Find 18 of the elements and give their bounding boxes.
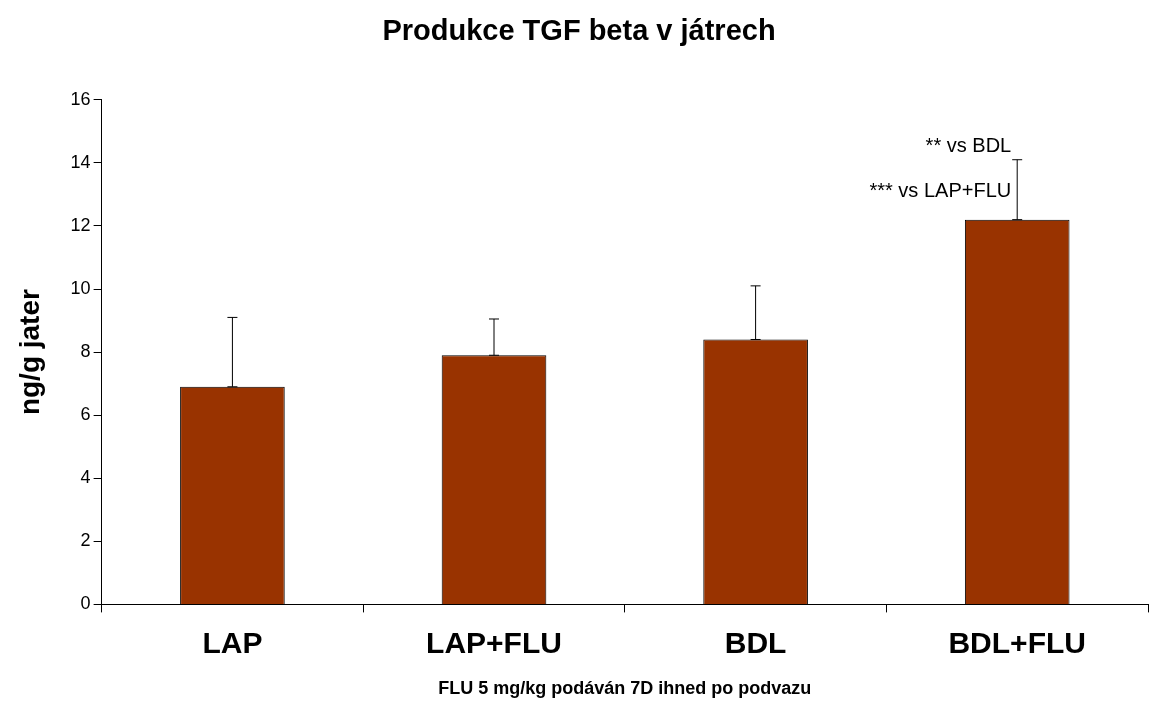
y-tick-label: 6 [80, 404, 91, 425]
x-axis-title: FLU 5 mg/kg podáván 7D ihned po podvazu [438, 678, 812, 699]
y-tick-label: 4 [80, 467, 91, 488]
y-tick-label: 16 [70, 88, 91, 109]
y-tick-label: 10 [70, 277, 91, 298]
chart-title: Produkce TGF beta v játrech [382, 14, 776, 47]
y-tick-label: 8 [80, 341, 91, 362]
y-tick-label: 14 [70, 151, 91, 172]
x-tick-label: LAP+FLU [426, 625, 562, 659]
annotation: ** vs BDL [925, 133, 1012, 156]
annotation: *** vs LAP+FLU [869, 178, 1012, 201]
y-axis-title: ng/g jater [13, 288, 45, 416]
x-tick-label: BDL [724, 625, 787, 659]
x-tick-label: LAP [202, 625, 263, 659]
x-tick-label: BDL+FLU [948, 625, 1086, 659]
y-tick-label: 2 [80, 530, 91, 551]
y-tick-label: 0 [80, 593, 91, 614]
y-tick-label: 12 [70, 214, 91, 235]
